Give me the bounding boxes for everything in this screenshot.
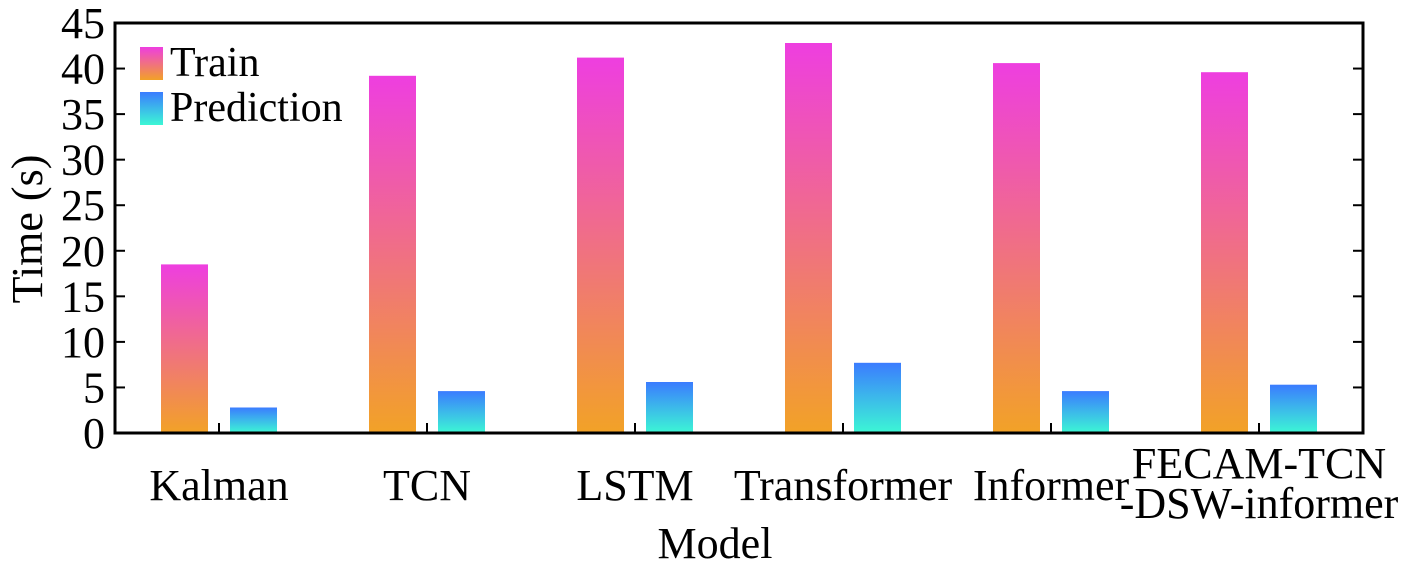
bar-train-0 (161, 264, 208, 433)
y-tick-label: 40 (61, 45, 105, 94)
bar-prediction-2 (646, 382, 693, 433)
x-tick-label: Kalman (149, 461, 288, 510)
y-tick-label: 20 (61, 227, 105, 276)
legend-swatch-train (140, 47, 163, 80)
legend-swatch-prediction (140, 92, 163, 125)
y-tick-label: 0 (83, 409, 105, 458)
bar-train-3 (785, 43, 832, 433)
y-tick-label: 15 (61, 272, 105, 321)
bar-train-1 (369, 75, 416, 434)
y-tick-label: 45 (61, 0, 105, 48)
y-axis-title: Time (s) (3, 155, 52, 304)
y-tick-label: 35 (61, 90, 105, 139)
bar-train-5 (1201, 72, 1248, 433)
plot-frame (113, 21, 1365, 435)
x-tick-label: Informer (973, 461, 1130, 510)
bar-prediction-3 (854, 362, 901, 433)
x-tick-label: LSTM (576, 461, 693, 510)
y-tick-label: 25 (61, 181, 105, 230)
x-tick-label: FECAM-TCN (1132, 439, 1386, 488)
bar-prediction-5 (1270, 384, 1317, 433)
legend-label-train: Train (170, 40, 259, 86)
legend-label-prediction: Prediction (170, 85, 343, 131)
y-tick-label: 5 (83, 363, 105, 412)
bar-prediction-4 (1062, 391, 1109, 433)
x-axis-title: Model (658, 519, 773, 568)
bar-train-2 (577, 57, 624, 433)
bar-prediction-0 (230, 407, 277, 433)
x-tick-label: TCN (383, 461, 471, 510)
bar-prediction-1 (438, 391, 485, 433)
x-tick-label: Transformer (734, 461, 953, 510)
bars-group (161, 43, 1317, 434)
bar-train-4 (993, 63, 1040, 433)
y-tick-label: 10 (61, 318, 105, 367)
x-tick-label: -DSW-informer (1120, 479, 1399, 528)
y-tick-label: 30 (61, 136, 105, 185)
